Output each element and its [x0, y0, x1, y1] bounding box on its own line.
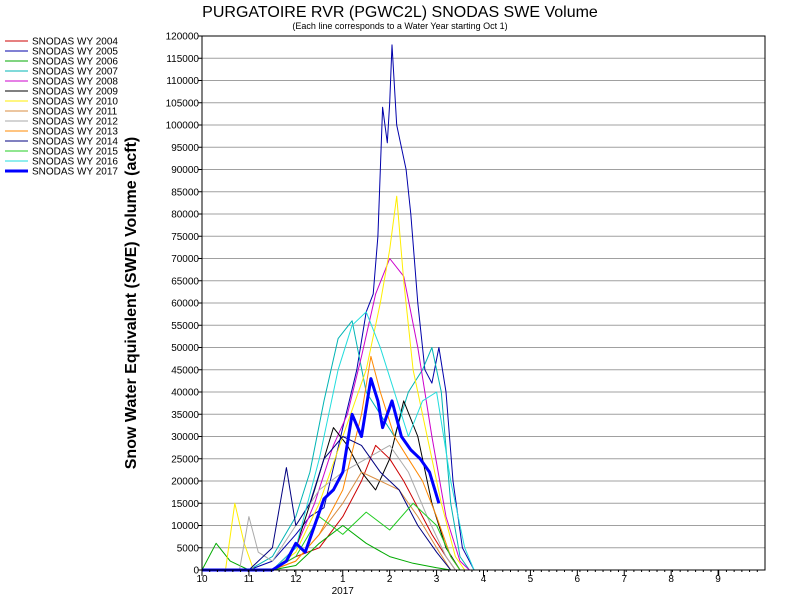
y-axis-label: Snow Water Equivalent (SWE) Volume (acft…	[123, 137, 140, 469]
x-tick-label: 5	[528, 574, 534, 585]
y-tick-label: 35000	[171, 410, 199, 421]
legend-label: SNODAS WY 2016	[32, 157, 118, 168]
y-tick-label: 90000	[171, 165, 199, 176]
chart-subtitle: (Each line corresponds to a Water Year s…	[292, 21, 507, 31]
legend-label: SNODAS WY 2010	[32, 97, 118, 108]
series-line	[202, 444, 456, 571]
grid-lines	[202, 35, 765, 571]
y-tick-label: 65000	[171, 276, 199, 287]
legend-label: SNODAS WY 2013	[32, 127, 118, 138]
y-tick-label: 25000	[171, 454, 199, 465]
y-tick-label: 55000	[171, 321, 199, 332]
series-line	[202, 400, 461, 571]
y-tick-label: 80000	[171, 210, 199, 221]
chart-title: PURGATOIRE RVR (PGWC2L) SNODAS SWE Volum…	[202, 4, 598, 21]
y-tick-label: 105000	[166, 98, 200, 109]
legend-label: SNODAS WY 2014	[32, 137, 118, 148]
y-tick-label: 115000	[166, 54, 199, 65]
y-tick-label: 100000	[166, 121, 200, 132]
legend-label: SNODAS WY 2009	[32, 87, 118, 98]
y-tick-label: 70000	[171, 254, 199, 265]
series-line	[202, 320, 470, 571]
series-line	[202, 195, 466, 571]
x-tick-label: 2	[387, 574, 393, 585]
y-tick-label: 110000	[166, 76, 199, 87]
y-tick-label: 95000	[171, 143, 199, 154]
y-tick-label: 120000	[166, 32, 200, 43]
axis-ticks: 0 5000 10000 15000 20000 25000 30000 35000 40000…	[166, 32, 758, 597]
legend-label: SNODAS WY 2015	[32, 147, 118, 158]
series-line	[202, 44, 475, 571]
legend-label: SNODAS WY 2017	[32, 167, 118, 178]
y-tick-label: 60000	[171, 299, 199, 310]
series-line	[202, 355, 461, 571]
y-tick-label: 20000	[171, 477, 199, 488]
y-tick-label: 50000	[171, 343, 199, 354]
x-tick-label: 1	[340, 574, 346, 585]
legend-label: SNODAS WY 2005	[32, 47, 118, 58]
series-line	[202, 311, 475, 571]
x-tick-label: 12	[290, 574, 302, 585]
y-tick-label: 15000	[171, 499, 199, 510]
x-tick-label: 8	[668, 574, 674, 585]
y-tick-label: 30000	[171, 432, 199, 443]
x-tick-label: 6	[575, 574, 581, 585]
legend-label: SNODAS WY 2011	[32, 107, 118, 118]
legend-label: SNODAS WY 2006	[32, 57, 118, 68]
y-tick-label: 5000	[177, 543, 200, 554]
x-tick-label: 9	[715, 574, 721, 585]
y-tick-label: 10000	[171, 521, 199, 532]
series-line	[202, 377, 441, 572]
legend-label: SNODAS WY 2004	[32, 37, 118, 48]
series-lines	[201, 44, 475, 572]
y-tick-label: 85000	[171, 187, 199, 198]
x-year-label: 2017	[332, 586, 355, 597]
x-tick-label: 4	[481, 574, 487, 585]
y-tick-label: 0	[193, 566, 199, 577]
x-tick-label: 7	[621, 574, 627, 585]
y-tick-label: 40000	[171, 388, 199, 399]
series-line	[202, 436, 452, 571]
legend-label: SNODAS WY 2008	[32, 77, 118, 88]
series-line	[201, 525, 451, 571]
legend-label: SNODAS WY 2007	[32, 67, 118, 78]
y-tick-label: 45000	[171, 365, 199, 376]
x-tick-label: 3	[434, 574, 440, 585]
legend-label: SNODAS WY 2012	[32, 117, 118, 128]
y-tick-label: 75000	[171, 232, 199, 243]
x-tick-label: 10	[196, 574, 208, 585]
series-line	[202, 258, 470, 571]
x-tick-label: 11	[244, 574, 255, 585]
